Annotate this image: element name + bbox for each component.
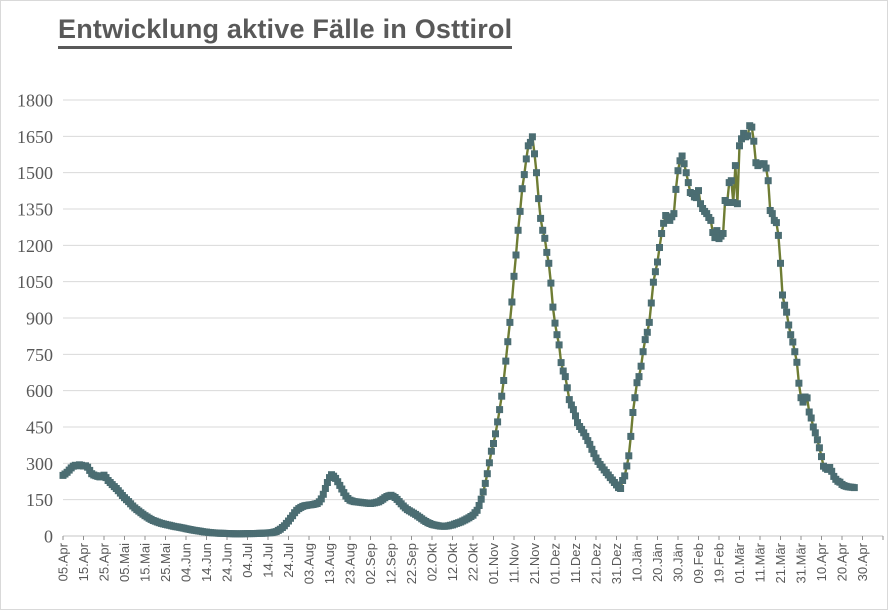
y-tick-label: 600 (26, 381, 53, 401)
x-tick-label: 24.Jul (281, 543, 296, 578)
x-tick-label: 15.Apr (76, 542, 91, 581)
x-tick-label: 12.Okt (445, 543, 460, 582)
x-tick-label: 15.Mai (138, 543, 153, 582)
x-tick-label: 12.Sep (384, 543, 399, 584)
x-tick-label: 31.Dez (609, 543, 624, 584)
x-tick-label: 10.Apr (814, 542, 829, 581)
y-tick-label: 450 (26, 418, 53, 438)
x-tick-label: 14.Jul (261, 543, 276, 578)
x-tick-label: 11.Dez (568, 543, 583, 583)
x-tick-label: 21.Dez (589, 543, 604, 584)
x-tick-label: 05.Mai (117, 543, 132, 582)
x-tick-label: 10.Jän (630, 543, 645, 582)
x-tick-label: 01.Mär (732, 542, 747, 583)
y-tick-label: 150 (26, 490, 53, 510)
x-tick-label: 11.Mär (753, 542, 768, 582)
x-tick-label: 01.Nov (486, 543, 501, 585)
x-tick-label: 30.Apr (855, 542, 870, 581)
series-markers (59, 122, 858, 538)
y-tick-label: 1650 (17, 127, 53, 147)
y-tick-label: 1350 (17, 200, 53, 220)
gridlines (63, 99, 879, 501)
x-tick-label: 31.Mär (794, 542, 809, 583)
x-tick-label: 09.Feb (691, 543, 706, 583)
x-tick-label: 04.Jul (240, 543, 255, 578)
x-tick-label: 02.Sep (363, 543, 378, 584)
y-tick-label: 0 (44, 527, 53, 547)
x-tick-label: 20.Apr (835, 542, 850, 581)
x-tick-label: 02.Okt (425, 543, 440, 582)
y-tick-label: 1500 (17, 163, 53, 183)
x-tick-label: 01.Dez (548, 543, 563, 584)
x-tick-label: 03.Aug (302, 543, 317, 584)
x-tick-label: 30.Jän (671, 543, 686, 582)
x-tick-label: 19.Feb (712, 543, 727, 583)
series-line (62, 124, 855, 535)
y-tick-label: 750 (26, 345, 53, 365)
x-axis-labels: 05.Apr 15.Apr 25.Apr 05.Mai 15.Mai 25.Mai 04.J… (56, 542, 871, 584)
x-tick-label: 11.Nov (507, 543, 522, 584)
x-axis (62, 535, 884, 540)
x-tick-label: 20.Jän (650, 543, 665, 582)
x-tick-label: 24.Jun (220, 543, 235, 582)
x-tick-label: 23.Aug (343, 543, 358, 584)
chart-title: Entwicklung aktive Fälle in Osttirol (58, 14, 513, 49)
y-tick-label: 1200 (17, 236, 53, 256)
y-tick-label: 1800 (17, 91, 53, 111)
y-tick-label: 900 (26, 309, 53, 329)
y-tick-label: 1050 (17, 272, 53, 292)
series-polyline (62, 124, 855, 535)
x-tick-label: 13.Aug (322, 543, 337, 584)
x-tick-label: 25.Apr (97, 542, 112, 581)
x-tick-label: 22.Okt (466, 543, 481, 582)
x-tick-label: 04.Jun (179, 543, 194, 582)
y-tick-label: 300 (26, 454, 53, 474)
x-tick-label: 25.Mai (158, 543, 173, 582)
x-tick-label: 21.Mär (773, 542, 788, 583)
x-tick-label: 14.Jun (199, 543, 214, 582)
x-tick-label: 05.Apr (56, 542, 71, 581)
x-tick-label: 21.Nov (527, 543, 542, 585)
y-axis-labels: 0 150 300 450 600 750 900 1050 1200 1350 1500 1650 1… (17, 91, 53, 547)
x-tick-label: 22.Sep (404, 543, 419, 584)
